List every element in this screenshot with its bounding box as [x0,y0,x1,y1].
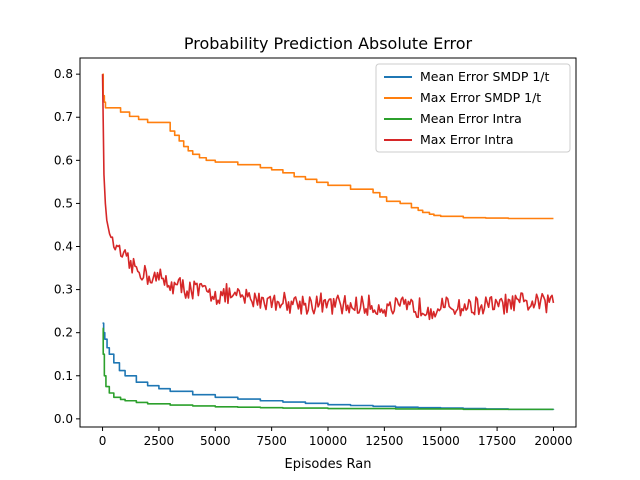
y-tick-label: 0.1 [54,369,73,383]
series-line-2 [102,327,554,411]
x-tick-label: 7500 [256,434,287,448]
y-tick-label: 0.4 [54,240,73,254]
y-tick-label: 0.3 [54,283,73,297]
legend-label: Mean Error SMDP 1/t [420,69,549,84]
legend-label: Max Error Intra [420,132,514,147]
y-tick-label: 0.5 [54,196,73,210]
y-tick-label: 0.2 [54,326,73,340]
x-tick-label: 2500 [144,434,175,448]
y-tick-label: 0.7 [54,110,73,124]
legend: Mean Error SMDP 1/t Max Error SMDP 1/t Mea… [375,63,571,153]
y-axis: 0.0 0.1 0.2 0.3 0.4 0.5 0.6 0.7 0.8 [54,67,80,426]
y-tick-label: 0.8 [54,67,73,81]
x-tick-label: 20000 [534,434,572,448]
series-line-0 [102,322,555,411]
series-line-1 [102,73,554,220]
legend-label: Max Error SMDP 1/t [420,90,541,105]
legend-box [375,63,571,153]
chart-title: Probability Prediction Absolute Error [184,34,473,53]
y-tick-label: 0.0 [54,412,73,426]
series-line-3 [101,74,555,321]
x-tick-label: 0 [99,434,107,448]
y-tick-label: 0.6 [54,153,73,167]
plot-lines [101,73,555,411]
x-tick-label: 15000 [422,434,460,448]
x-axis-label: Episodes Ran [285,457,372,472]
legend-label: Mean Error Intra [420,111,522,126]
x-tick-label: 12500 [365,434,403,448]
x-tick-label: 10000 [309,434,347,448]
x-axis: 0 2500 5000 7500 10000 12500 15000 17500 20000 [99,427,573,448]
x-tick-label: 17500 [478,434,516,448]
x-tick-label: 5000 [200,434,231,448]
